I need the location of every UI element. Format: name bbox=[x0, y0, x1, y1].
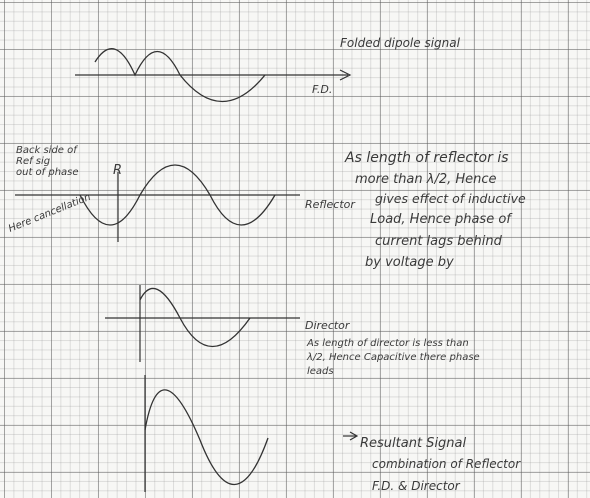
axis-label: Director bbox=[305, 319, 351, 332]
note-line: As length of reflector is bbox=[344, 150, 509, 166]
cancellation: Here cancellation bbox=[7, 192, 92, 235]
note-line: As length of director is less than bbox=[306, 338, 469, 349]
note-line: Resultant Signal bbox=[360, 436, 467, 451]
marker: R bbox=[113, 163, 122, 178]
note-line: combination of Reflector bbox=[372, 457, 521, 471]
note-line: leads bbox=[307, 366, 334, 377]
note-line: gives effect of inductive bbox=[375, 191, 526, 206]
note-line: by voltage by bbox=[365, 255, 454, 270]
axis-label: Reflector bbox=[305, 198, 356, 211]
note-line: Load, Hence phase of bbox=[370, 212, 513, 227]
side-note: Ref sig bbox=[16, 156, 50, 167]
wave bbox=[145, 390, 268, 485]
axis-label: F.D. bbox=[312, 83, 332, 96]
side-note: out of phase bbox=[16, 167, 79, 178]
label: Folded dipole signal bbox=[340, 36, 461, 50]
note-line: λ/2, Hence Capacitive there phase bbox=[306, 352, 480, 363]
page: Folded dipole signal F.D. Back side of R… bbox=[0, 0, 590, 498]
graph-paper: Folded dipole signal F.D. Back side of R… bbox=[0, 0, 590, 498]
note-line: more than λ/2, Hence bbox=[355, 172, 497, 187]
note-line: F.D. & Director bbox=[372, 479, 461, 493]
note-line: current lags behind bbox=[375, 234, 503, 249]
side-note: Back side of bbox=[16, 145, 78, 156]
